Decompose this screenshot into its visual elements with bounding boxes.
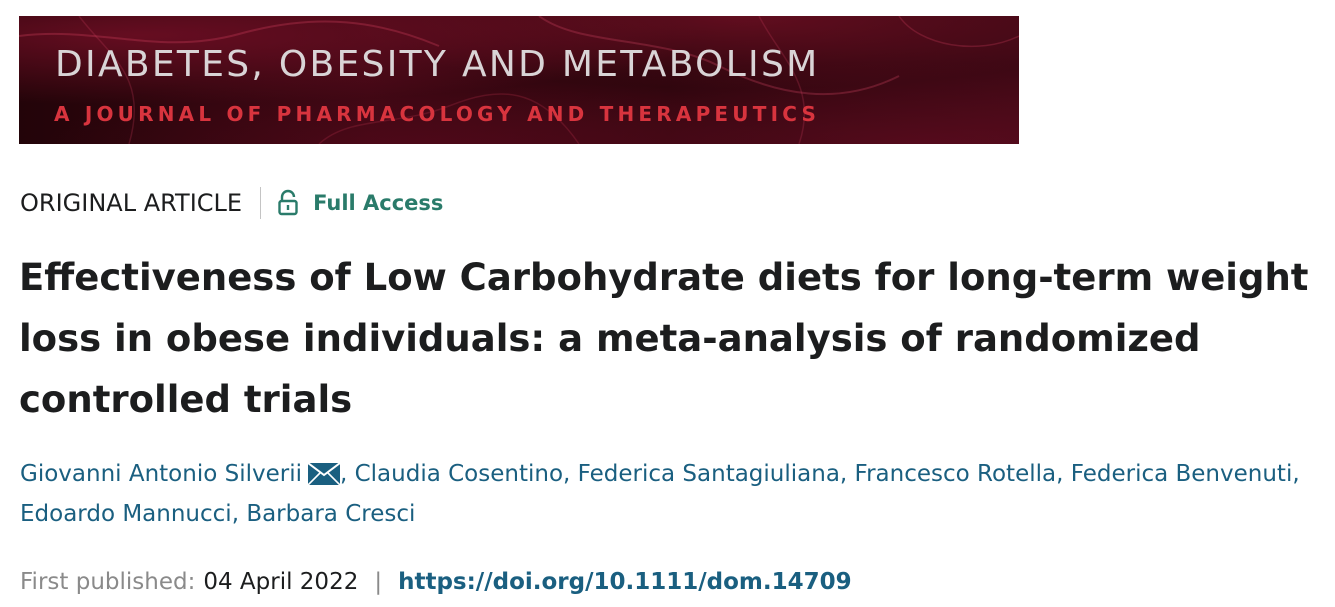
- publication-date: 04 April 2022: [203, 569, 359, 595]
- journal-title: DIABETES, OBESITY AND METABOLISM: [55, 44, 820, 85]
- author-link[interactable]: Giovanni Antonio Silverii: [20, 461, 302, 487]
- article-type-label: ORIGINAL ARTICLE: [20, 189, 243, 217]
- article-title: Effectiveness of Low Carbohydrate diets …: [19, 256, 1309, 421]
- email-envelope-icon[interactable]: [307, 458, 341, 486]
- journal-banner[interactable]: DIABETES, OBESITY AND METABOLISM A JOURN…: [19, 16, 1019, 144]
- author-link[interactable]: Federica Santagiuliana: [577, 461, 840, 487]
- divider: [260, 187, 262, 219]
- unlocked-padlock-icon: [277, 189, 299, 217]
- banner-background-pattern: [19, 16, 1019, 144]
- journal-subtitle: A JOURNAL OF PHARMACOLOGY AND THERAPEUTI…: [54, 102, 821, 126]
- publication-info: First published: 04 April 2022 | https:/…: [20, 562, 852, 602]
- access-status-label: Full Access: [313, 191, 444, 215]
- doi-link[interactable]: https://doi.org/10.1111/dom.14709: [398, 569, 852, 595]
- article-meta-row: ORIGINAL ARTICLE Full Access: [20, 186, 443, 220]
- author-link[interactable]: Federica Benvenuti: [1070, 461, 1293, 487]
- separator: |: [374, 569, 383, 595]
- first-published-label: First published:: [20, 569, 196, 595]
- author-link[interactable]: Francesco Rotella: [854, 461, 1057, 487]
- author-link[interactable]: Barbara Cresci: [246, 501, 416, 527]
- author-link[interactable]: Claudia Cosentino: [354, 461, 564, 487]
- author-link[interactable]: Edoardo Mannucci: [20, 501, 232, 527]
- author-list: Giovanni Antonio Silverii, Claudia Cosen…: [20, 454, 1320, 534]
